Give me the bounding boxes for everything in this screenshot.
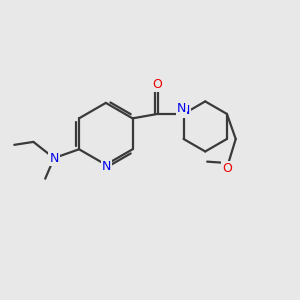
Text: O: O [153,78,163,91]
Text: N: N [176,102,186,115]
Text: N: N [102,160,111,173]
Text: N: N [49,152,59,165]
Text: O: O [222,162,232,175]
Text: N: N [180,104,190,117]
